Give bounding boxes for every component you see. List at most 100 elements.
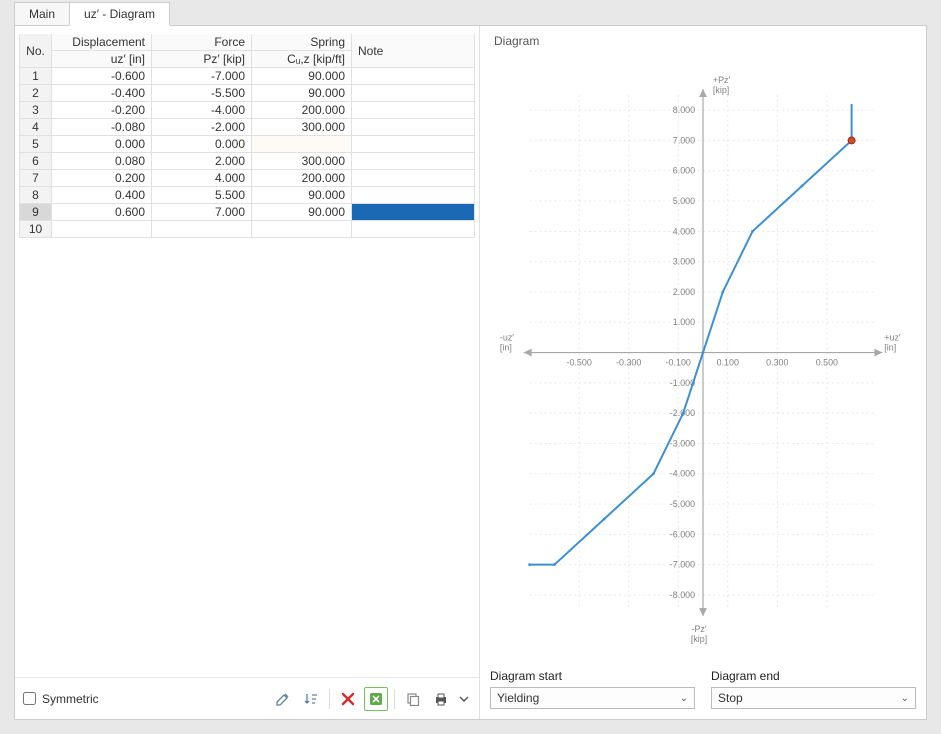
svg-text:-0.300: -0.300 bbox=[616, 357, 641, 367]
cell-note[interactable] bbox=[352, 153, 475, 170]
cell-displacement[interactable]: 0.000 bbox=[52, 136, 152, 153]
cell-force[interactable]: -4.000 bbox=[152, 102, 252, 119]
cell-note[interactable] bbox=[352, 68, 475, 85]
cell-note[interactable] bbox=[352, 221, 475, 238]
cell-note[interactable] bbox=[352, 170, 475, 187]
cell-spring[interactable]: 90.000 bbox=[252, 187, 352, 204]
cell-no[interactable]: 10 bbox=[20, 221, 52, 238]
cell-no[interactable]: 9 bbox=[20, 204, 52, 221]
col-header-disp-2: uᴢ′ [in] bbox=[52, 51, 152, 68]
cell-no[interactable]: 8 bbox=[20, 187, 52, 204]
table-row[interactable]: 10 bbox=[20, 221, 475, 238]
cell-displacement[interactable]: -0.400 bbox=[52, 85, 152, 102]
svg-text:+Pᴢ′: +Pᴢ′ bbox=[713, 75, 731, 85]
table-row[interactable]: 2-0.400-5.50090.000 bbox=[20, 85, 475, 102]
data-table: No. Displacement Force Spring Note uᴢ′ [… bbox=[19, 34, 475, 238]
table-row[interactable]: 3-0.200-4.000200.000 bbox=[20, 102, 475, 119]
cell-displacement[interactable]: -0.080 bbox=[52, 119, 152, 136]
cell-force[interactable]: 4.000 bbox=[152, 170, 252, 187]
cell-no[interactable]: 2 bbox=[20, 85, 52, 102]
cell-force[interactable]: 5.500 bbox=[152, 187, 252, 204]
cell-displacement[interactable]: 0.600 bbox=[52, 204, 152, 221]
diagram-start-value: Yielding bbox=[497, 691, 539, 705]
cell-spring[interactable] bbox=[252, 221, 352, 238]
delete-button[interactable] bbox=[336, 687, 360, 711]
svg-text:7.000: 7.000 bbox=[673, 135, 695, 145]
cell-note[interactable] bbox=[352, 119, 475, 136]
cell-displacement[interactable] bbox=[52, 221, 152, 238]
pencil-icon bbox=[275, 691, 291, 707]
cell-force[interactable]: 2.000 bbox=[152, 153, 252, 170]
cell-force[interactable]: 7.000 bbox=[152, 204, 252, 221]
cell-note[interactable] bbox=[352, 102, 475, 119]
cell-displacement[interactable]: -0.600 bbox=[52, 68, 152, 85]
cell-spring[interactable]: 200.000 bbox=[252, 170, 352, 187]
cell-spring[interactable]: 200.000 bbox=[252, 102, 352, 119]
svg-text:[in]: [in] bbox=[500, 343, 512, 353]
col-header-spring-1: Spring bbox=[252, 34, 352, 51]
tab-main[interactable]: Main bbox=[14, 2, 70, 26]
diagram-start-select[interactable]: Yielding ⌄ bbox=[490, 687, 695, 709]
copy-button[interactable] bbox=[401, 687, 425, 711]
svg-text:4.000: 4.000 bbox=[673, 226, 695, 236]
svg-text:0.100: 0.100 bbox=[717, 357, 739, 367]
cell-displacement[interactable]: 0.080 bbox=[52, 153, 152, 170]
cell-note[interactable] bbox=[352, 136, 475, 153]
content-area: No. Displacement Force Spring Note uᴢ′ [… bbox=[14, 25, 927, 720]
cell-note[interactable] bbox=[352, 204, 475, 221]
cell-no[interactable]: 4 bbox=[20, 119, 52, 136]
sort-button[interactable] bbox=[299, 687, 323, 711]
diagram-start-label: Diagram start bbox=[490, 669, 695, 683]
table-toolbar bbox=[271, 687, 471, 711]
tab-diagram[interactable]: uᴢ′ - Diagram bbox=[69, 2, 170, 26]
cell-spring[interactable]: 300.000 bbox=[252, 119, 352, 136]
cell-spring[interactable] bbox=[252, 136, 352, 153]
svg-text:-uᴢ′: -uᴢ′ bbox=[500, 333, 514, 343]
cell-displacement[interactable]: 0.200 bbox=[52, 170, 152, 187]
cell-displacement[interactable]: -0.200 bbox=[52, 102, 152, 119]
table-row[interactable]: 4-0.080-2.000300.000 bbox=[20, 119, 475, 136]
cell-force[interactable]: -5.500 bbox=[152, 85, 252, 102]
col-header-force-1: Force bbox=[152, 34, 252, 51]
svg-text:-3.000: -3.000 bbox=[670, 438, 695, 448]
cell-force[interactable] bbox=[152, 221, 252, 238]
table-row[interactable]: 90.6007.00090.000 bbox=[20, 204, 475, 221]
cell-no[interactable]: 3 bbox=[20, 102, 52, 119]
print-menu-button[interactable] bbox=[457, 687, 471, 711]
chevron-down-icon bbox=[459, 691, 469, 707]
cell-note[interactable] bbox=[352, 85, 475, 102]
table-row[interactable]: 70.2004.000200.000 bbox=[20, 170, 475, 187]
export-excel-button[interactable] bbox=[364, 687, 388, 711]
cell-no[interactable]: 1 bbox=[20, 68, 52, 85]
svg-text:-6.000: -6.000 bbox=[670, 529, 695, 539]
cell-spring[interactable]: 90.000 bbox=[252, 68, 352, 85]
cell-spring[interactable]: 90.000 bbox=[252, 85, 352, 102]
cell-note[interactable] bbox=[352, 187, 475, 204]
cell-displacement[interactable]: 0.400 bbox=[52, 187, 152, 204]
cell-no[interactable]: 5 bbox=[20, 136, 52, 153]
symmetric-option[interactable]: Symmetric bbox=[23, 692, 99, 706]
cell-force[interactable]: -2.000 bbox=[152, 119, 252, 136]
table-row[interactable]: 60.0802.000300.000 bbox=[20, 153, 475, 170]
col-header-disp-1: Displacement bbox=[52, 34, 152, 51]
svg-text:[kip]: [kip] bbox=[691, 634, 707, 644]
data-table-wrap: No. Displacement Force Spring Note uᴢ′ [… bbox=[15, 26, 479, 677]
diagram-end-select[interactable]: Stop ⌄ bbox=[711, 687, 916, 709]
table-row[interactable]: 1-0.600-7.00090.000 bbox=[20, 68, 475, 85]
table-row[interactable]: 50.0000.000 bbox=[20, 136, 475, 153]
svg-text:[in]: [in] bbox=[884, 343, 896, 353]
print-button[interactable] bbox=[429, 687, 453, 711]
diagram-end-value: Stop bbox=[718, 691, 743, 705]
symmetric-checkbox[interactable] bbox=[23, 692, 36, 705]
cell-no[interactable]: 6 bbox=[20, 153, 52, 170]
svg-text:1.000: 1.000 bbox=[673, 317, 695, 327]
cell-spring[interactable]: 300.000 bbox=[252, 153, 352, 170]
col-header-spring-2: Cᵤ,ᴢ [kip/ft] bbox=[252, 51, 352, 68]
svg-text:[kip]: [kip] bbox=[713, 85, 729, 95]
cell-no[interactable]: 7 bbox=[20, 170, 52, 187]
table-row[interactable]: 80.4005.50090.000 bbox=[20, 187, 475, 204]
cell-force[interactable]: -7.000 bbox=[152, 68, 252, 85]
cell-force[interactable]: 0.000 bbox=[152, 136, 252, 153]
cell-spring[interactable]: 90.000 bbox=[252, 204, 352, 221]
edit-button[interactable] bbox=[271, 687, 295, 711]
